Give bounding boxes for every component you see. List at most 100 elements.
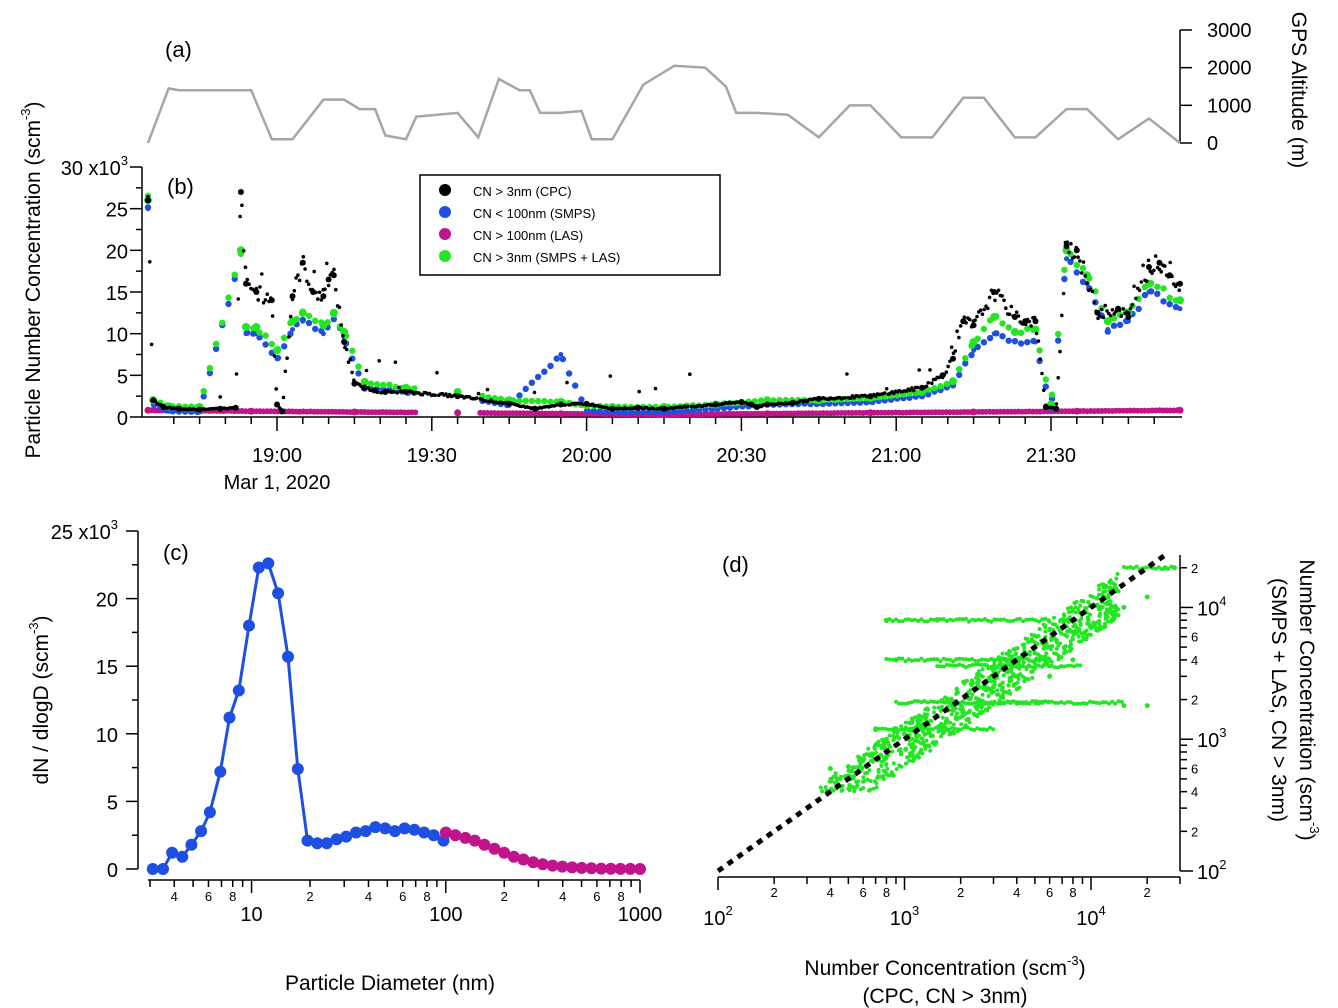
closure-point — [925, 700, 930, 705]
closure-point — [957, 715, 962, 720]
conc-point — [243, 323, 251, 331]
conc-point — [578, 396, 585, 403]
closure-point — [897, 701, 902, 706]
closure-point — [1021, 660, 1026, 665]
conc-point — [395, 391, 400, 395]
conc-point — [1055, 337, 1062, 344]
closure-point — [1043, 659, 1048, 663]
closure-point — [935, 664, 940, 669]
closure-point — [1002, 700, 1007, 705]
conc-point — [325, 261, 329, 266]
closure-point — [884, 762, 889, 767]
conc-point — [928, 368, 932, 372]
conc-point — [330, 270, 335, 275]
conc-point — [993, 298, 997, 303]
closure-point — [1055, 625, 1060, 630]
closure-point — [1088, 593, 1093, 598]
conc-y-tick-label: 30 x103 — [61, 153, 128, 180]
closure-point — [992, 657, 997, 662]
closure-point — [884, 657, 889, 661]
conc-point — [200, 393, 207, 400]
closure-point — [995, 665, 1000, 669]
conc-point — [240, 203, 244, 208]
closure-point — [1001, 673, 1006, 678]
closure-point — [1078, 621, 1083, 626]
conc-point — [956, 371, 963, 379]
closure-y-tick-label: 102 — [1197, 857, 1226, 884]
size-distribution-panel: (c) 0 5 10 15 20 25 x103 10 100 1000 4 6 8 2 4 6 8 2 4 6 8 Pa… — [26, 517, 662, 995]
conc-point — [1073, 262, 1081, 269]
conc-point — [883, 391, 887, 395]
closure-point — [1027, 664, 1032, 669]
conc-point — [1085, 281, 1089, 285]
conc-y-tick-label: 15 — [106, 283, 128, 305]
conc-legend-label: CN < 100nm (SMPS) — [473, 206, 595, 221]
closure-point — [981, 727, 986, 732]
closure-point — [878, 752, 883, 757]
psd-point — [301, 834, 314, 847]
conc-point — [974, 343, 981, 351]
conc-point — [1166, 294, 1173, 301]
closure-point — [889, 727, 894, 732]
closure-point — [949, 696, 954, 701]
closure-point — [1088, 612, 1092, 617]
closure-point — [872, 745, 877, 750]
closure-point — [856, 779, 861, 784]
conc-point — [530, 406, 535, 410]
closure-x-minor-label: 8 — [883, 885, 890, 900]
conc-point — [290, 297, 295, 302]
closure-point — [847, 788, 852, 793]
conc-point — [563, 403, 567, 407]
closure-point — [1008, 657, 1013, 662]
psd-series-0 — [146, 557, 450, 875]
closure-point — [862, 753, 867, 758]
closure-point — [1064, 650, 1068, 655]
conc-point — [1076, 255, 1080, 259]
conc-point — [957, 335, 961, 340]
psd-point — [379, 822, 392, 835]
closure-point — [910, 717, 915, 722]
conc-point — [411, 385, 418, 392]
closure-point — [995, 617, 1000, 622]
closure-point — [995, 701, 1000, 706]
conc-point — [962, 355, 969, 362]
conc-point — [1119, 314, 1124, 318]
conc-point — [243, 265, 248, 270]
conc-point — [216, 406, 221, 411]
conc-point — [993, 313, 1000, 320]
closure-point — [900, 619, 905, 624]
conc-point — [1168, 260, 1172, 265]
closure-point — [1056, 653, 1061, 658]
closure-point — [1073, 605, 1078, 610]
conc-point — [942, 372, 947, 377]
closure-y-minor-label: 6 — [1191, 630, 1198, 645]
conc-point — [958, 324, 963, 328]
conc-point — [1172, 297, 1180, 304]
psd-point — [243, 619, 255, 632]
closure-point — [1073, 610, 1078, 615]
closure-point — [928, 748, 933, 753]
closure-point — [980, 667, 985, 672]
closure-point — [856, 765, 861, 770]
closure-point — [868, 779, 873, 783]
closure-point — [1108, 606, 1112, 611]
closure-y-minor-label: 4 — [1191, 653, 1198, 668]
psd-point — [262, 557, 275, 570]
closure-x-minor-label: 2 — [957, 885, 964, 900]
closure-x-tick-label: 102 — [703, 903, 732, 930]
conc-point — [1038, 357, 1042, 361]
conc-point — [316, 297, 320, 301]
closure-point — [1065, 700, 1070, 704]
psd-x-minor-label: 8 — [618, 889, 625, 904]
closure-point — [1097, 592, 1101, 597]
closure-point — [1030, 659, 1035, 664]
conc-point — [1079, 271, 1084, 275]
conc-point — [145, 197, 151, 204]
closure-point — [951, 722, 956, 727]
closure-point — [1017, 685, 1022, 690]
conc-point — [323, 287, 327, 292]
conc-point — [1152, 268, 1156, 273]
closure-point — [970, 692, 975, 697]
psd-point — [634, 863, 646, 875]
closure-point — [886, 740, 890, 745]
